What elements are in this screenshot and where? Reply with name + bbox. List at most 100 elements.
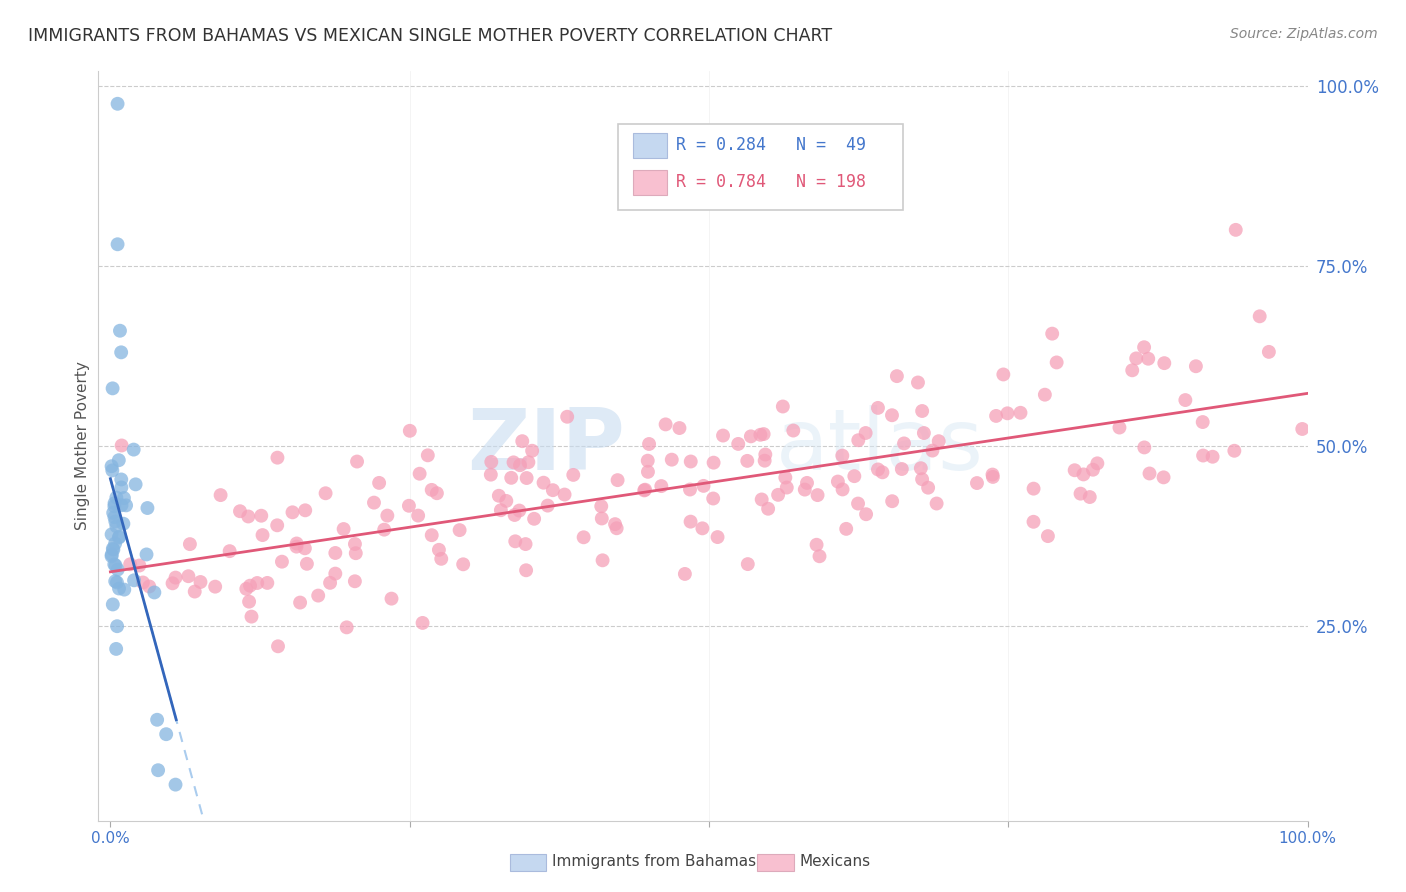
- Point: [285, 540, 308, 554]
- Point: [229, 504, 252, 518]
- Point: [146, 713, 169, 727]
- Point: [315, 486, 337, 500]
- Text: R = 0.284   N =  49: R = 0.284 N = 49: [676, 136, 866, 153]
- Point: [343, 537, 366, 551]
- Point: [294, 503, 316, 517]
- Point: [183, 584, 205, 599]
- Point: [706, 530, 728, 544]
- Point: [246, 576, 269, 591]
- Point: [855, 507, 877, 521]
- Point: [1249, 310, 1271, 324]
- Point: [1036, 529, 1059, 543]
- Point: [112, 516, 135, 531]
- Point: [101, 541, 124, 556]
- Text: Mexicans: Mexicans: [800, 855, 870, 870]
- Point: [107, 453, 129, 467]
- Point: [295, 557, 318, 571]
- Point: [100, 549, 122, 564]
- Point: [489, 503, 512, 517]
- Point: [668, 421, 690, 435]
- Text: IMMIGRANTS FROM BAHAMAS VS MEXICAN SINGLE MOTHER POVERTY CORRELATION CHART: IMMIGRANTS FROM BAHAMAS VS MEXICAN SINGL…: [28, 27, 832, 45]
- Point: [917, 481, 939, 495]
- Point: [966, 476, 988, 491]
- Point: [104, 574, 127, 589]
- Point: [250, 508, 273, 523]
- Point: [503, 508, 526, 522]
- Point: [703, 456, 725, 470]
- Point: [105, 491, 128, 505]
- Point: [754, 448, 776, 462]
- Point: [307, 589, 329, 603]
- Point: [981, 470, 1004, 484]
- Point: [1257, 344, 1279, 359]
- Point: [984, 409, 1007, 423]
- Point: [679, 515, 702, 529]
- Point: [344, 546, 367, 560]
- Point: [533, 475, 555, 490]
- Point: [104, 536, 127, 550]
- Point: [319, 575, 342, 590]
- Y-axis label: Single Mother Poverty: Single Mother Poverty: [75, 361, 90, 531]
- Bar: [509, 855, 546, 871]
- Point: [103, 542, 125, 557]
- Point: [420, 483, 443, 497]
- Point: [107, 237, 129, 252]
- Point: [1192, 449, 1215, 463]
- Point: [882, 494, 904, 508]
- Point: [162, 576, 184, 591]
- Point: [238, 594, 260, 608]
- Point: [110, 345, 132, 359]
- Point: [637, 465, 659, 479]
- Point: [112, 582, 135, 597]
- Point: [128, 558, 150, 573]
- Point: [430, 551, 453, 566]
- Point: [855, 425, 877, 440]
- Point: [110, 473, 132, 487]
- Point: [654, 417, 676, 432]
- Point: [537, 499, 560, 513]
- Point: [756, 501, 779, 516]
- Point: [108, 530, 131, 544]
- Point: [100, 459, 122, 474]
- Point: [285, 536, 308, 550]
- Point: [488, 489, 510, 503]
- Point: [155, 727, 177, 741]
- Point: [679, 483, 702, 497]
- Point: [267, 640, 290, 654]
- Point: [1133, 340, 1156, 354]
- Point: [240, 609, 263, 624]
- Point: [910, 461, 932, 475]
- Point: [165, 778, 187, 792]
- Point: [449, 523, 471, 537]
- Point: [806, 538, 828, 552]
- Point: [124, 477, 146, 491]
- Point: [1040, 326, 1063, 341]
- Point: [252, 528, 274, 542]
- Point: [796, 475, 818, 490]
- Point: [110, 498, 132, 512]
- Point: [398, 424, 420, 438]
- Point: [323, 566, 346, 581]
- Point: [606, 521, 628, 535]
- Point: [603, 517, 626, 532]
- Bar: [633, 133, 666, 158]
- Point: [146, 763, 169, 777]
- Point: [510, 434, 533, 449]
- Point: [1225, 223, 1247, 237]
- Point: [110, 480, 132, 494]
- Point: [1078, 490, 1101, 504]
- Text: atlas: atlas: [776, 404, 984, 488]
- Text: Immigrants from Bahamas: Immigrants from Bahamas: [551, 855, 756, 870]
- Point: [332, 522, 354, 536]
- Point: [281, 505, 304, 519]
- Point: [427, 542, 450, 557]
- Point: [104, 558, 127, 573]
- Point: [1133, 441, 1156, 455]
- Point: [373, 523, 395, 537]
- Point: [661, 452, 683, 467]
- Point: [515, 563, 537, 577]
- Point: [806, 488, 828, 502]
- Point: [1185, 359, 1208, 374]
- Point: [591, 511, 613, 525]
- Point: [572, 530, 595, 544]
